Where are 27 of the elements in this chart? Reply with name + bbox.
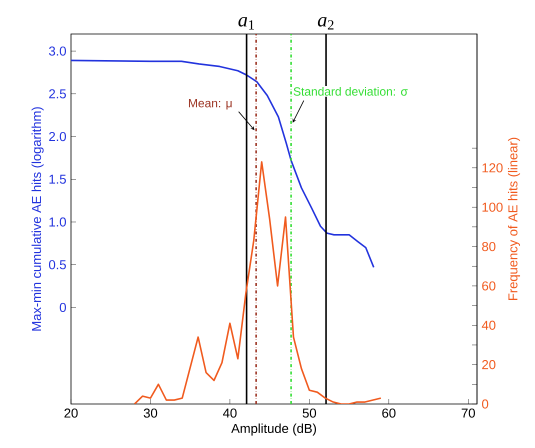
y2-tick-label: 60 [482, 281, 496, 290]
x-tick-label: 50 [302, 408, 316, 418]
y2-axis-title: Frequency of AE hits (linear) [508, 138, 520, 300]
y2-tick-label: 100 [482, 202, 503, 212]
y-tick-label: 0 [60, 302, 66, 312]
y-tick-label: 1.0 [49, 217, 66, 227]
y-tick-label: 0.5 [48, 260, 66, 270]
y-axis-title: Max-min cumulative AE hits (logarithm) [32, 107, 44, 331]
y-tick-label: 3.0 [48, 46, 66, 56]
x-tick-label: 40 [223, 408, 237, 418]
y-tick-label: 2.0 [49, 132, 66, 142]
y2-tick-label: 80 [482, 242, 496, 252]
y2-tick-label: 0 [482, 399, 488, 409]
y2-tick-label: 20 [482, 360, 496, 370]
x-axis-title: Amplitude (dB) [231, 424, 316, 436]
ref-line-label: Mean: μ [188, 99, 232, 110]
x-tick-label: 60 [382, 408, 396, 418]
y-tick-label: 1.5 [49, 174, 66, 184]
ref-line-label: a$_{1}$ [238, 17, 254, 30]
x-tick-label: 70 [462, 408, 475, 418]
x-tick-label: 20 [64, 408, 78, 418]
y-tick-label: 2.5 [49, 89, 66, 98]
ref-line-label: a$_{2}$ [318, 17, 334, 30]
ref-line-label: Standard deviation: σ [294, 86, 408, 96]
y2-tick-label: 120 [482, 163, 503, 172]
y2-tick-label: 40 [482, 320, 496, 330]
x-tick-label: 30 [144, 408, 158, 418]
